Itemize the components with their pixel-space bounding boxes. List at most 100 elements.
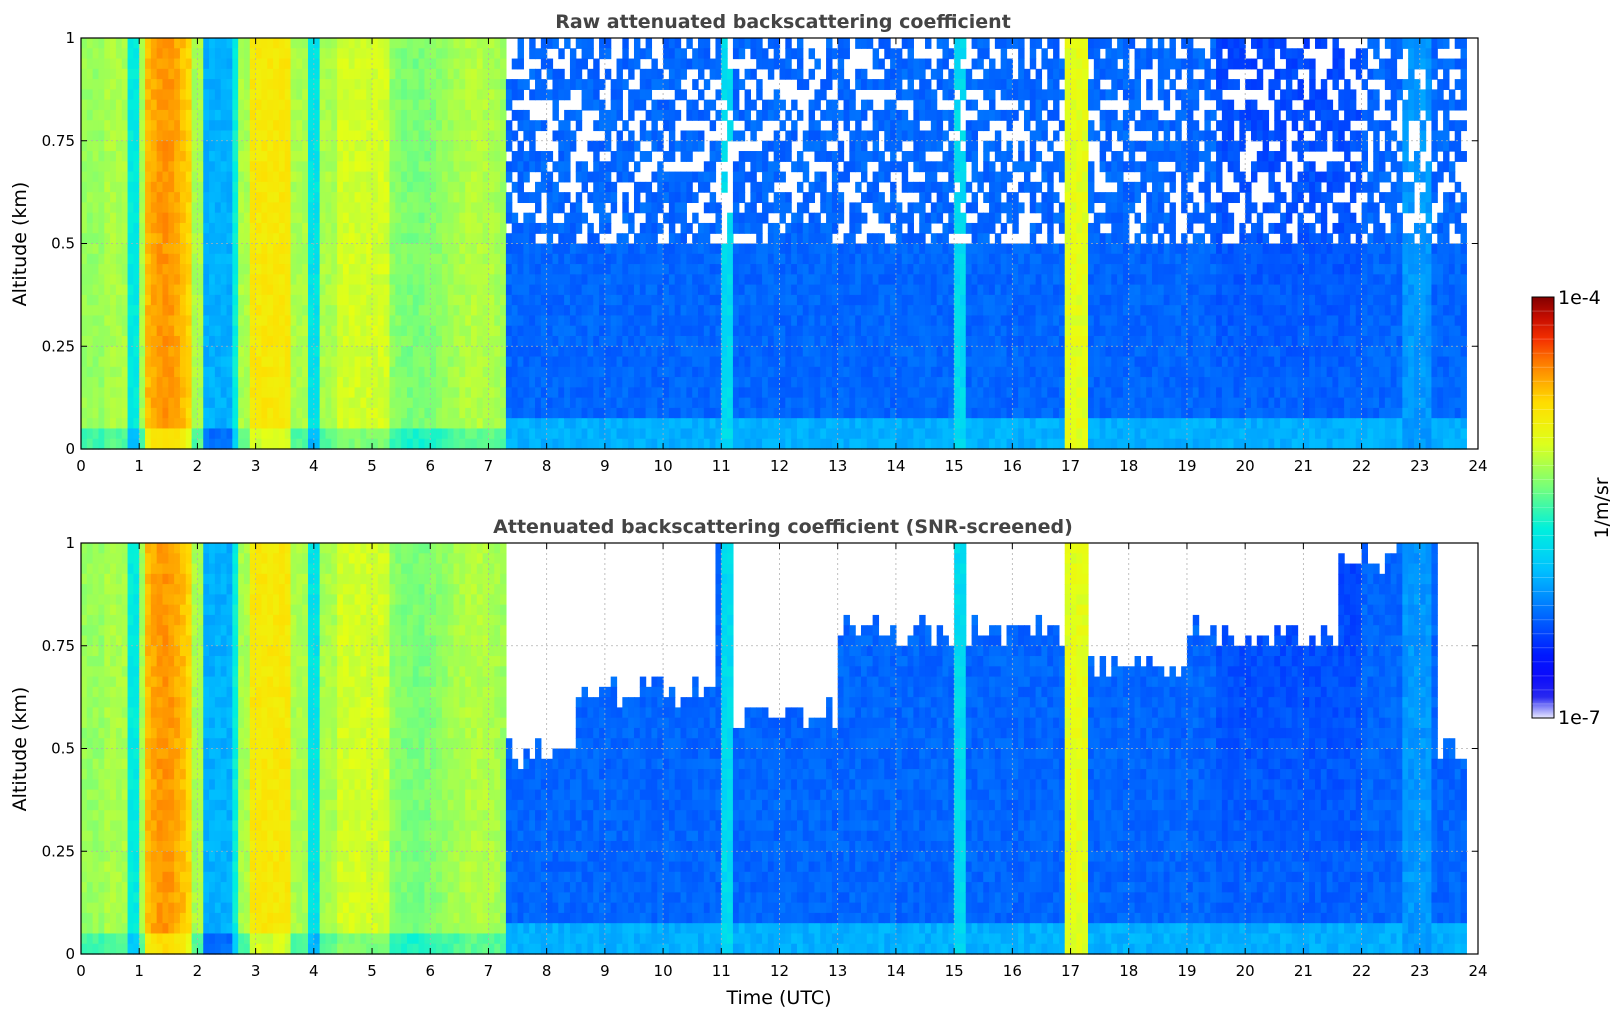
heatmap-cell [430, 366, 437, 378]
heatmap-cell [721, 109, 728, 121]
heatmap-cell [535, 161, 542, 173]
heatmap-cell [529, 130, 536, 142]
heatmap-cell [238, 407, 245, 419]
heatmap-cell [98, 192, 105, 204]
heatmap-cell [453, 253, 460, 265]
heatmap-cell [395, 294, 402, 306]
heatmap-cell [418, 387, 426, 399]
heatmap-cell [284, 366, 292, 378]
heatmap-cell [214, 284, 222, 296]
heatmap-cell [762, 377, 769, 388]
heatmap-cell [86, 79, 94, 90]
heatmap-cell [645, 68, 653, 80]
heatmap-cell [214, 58, 222, 70]
heatmap-cell [837, 346, 845, 358]
heatmap-cell [115, 438, 123, 450]
heatmap-cell [663, 192, 670, 204]
heatmap-cell [727, 130, 734, 142]
heatmap-cell [372, 109, 379, 121]
heatmap-cell [686, 222, 693, 234]
heatmap-cell [727, 264, 734, 275]
heatmap-cell [110, 68, 117, 80]
heatmap-cell [750, 397, 757, 409]
heatmap-cell [412, 161, 420, 173]
heatmap-cell [121, 428, 129, 440]
heatmap-cell [214, 99, 222, 111]
heatmap-cell [447, 212, 455, 224]
heatmap-cell [383, 202, 391, 214]
heatmap-cell [494, 397, 501, 409]
heatmap-cell [732, 418, 740, 430]
heatmap-cell [226, 346, 233, 358]
heatmap-cell [773, 346, 781, 358]
heatmap-cell [360, 356, 367, 368]
heatmap-cell [441, 284, 449, 296]
heatmap-cell [808, 284, 816, 296]
heatmap-cell [92, 387, 100, 399]
heatmap-cell [238, 315, 245, 327]
heatmap-cell [313, 346, 321, 358]
heatmap-cell [273, 294, 280, 306]
heatmap-cell [575, 68, 583, 80]
heatmap-cell [162, 120, 169, 132]
heatmap-cell [325, 202, 332, 214]
heatmap-cell [139, 120, 146, 132]
heatmap-cell [727, 407, 734, 419]
heatmap-cell [628, 212, 635, 224]
heatmap-cell [430, 264, 437, 275]
heatmap-cell [628, 151, 635, 162]
heatmap-cell [441, 233, 449, 245]
heatmap-cell [750, 438, 757, 450]
heatmap-cell [348, 48, 356, 60]
heatmap-cell [808, 181, 816, 193]
heatmap-cell [179, 151, 187, 162]
heatmap-cell [639, 407, 647, 419]
panel-raw: Raw attenuated backscattering coefficien… [9, 11, 1488, 475]
heatmap-cell [261, 89, 268, 101]
heatmap-cell [523, 325, 530, 337]
heatmap-cell [779, 233, 786, 245]
heatmap-cell [290, 387, 297, 399]
heatmap-cell [715, 305, 722, 317]
heatmap-cell [372, 212, 379, 224]
heatmap-cell [273, 377, 280, 388]
heatmap-cell [808, 335, 816, 347]
heatmap-cell [232, 418, 239, 430]
heatmap-cell [98, 428, 105, 440]
heatmap-cell [441, 294, 449, 306]
heatmap-cell [238, 181, 245, 193]
heatmap-cell [447, 151, 455, 162]
heatmap-cell [587, 366, 594, 378]
heatmap-cell [197, 294, 204, 306]
heatmap-cell [517, 305, 524, 317]
heatmap-cell [651, 325, 658, 337]
heatmap-cell [814, 89, 821, 101]
heatmap-cell [855, 428, 862, 440]
heatmap-cell [779, 438, 786, 450]
heatmap-cell [668, 130, 676, 142]
heatmap-cell [296, 397, 303, 409]
heatmap-cell [290, 212, 297, 224]
heatmap-cell [249, 397, 257, 409]
heatmap-cell [476, 325, 484, 337]
heatmap-cell [110, 89, 117, 101]
heatmap-cell [267, 243, 274, 255]
heatmap-cell [220, 181, 228, 193]
heatmap-cell [593, 151, 600, 162]
heatmap-cell [855, 264, 862, 275]
heatmap-cell [471, 366, 478, 378]
heatmap-cell [104, 377, 111, 388]
heatmap-cell [267, 264, 274, 275]
heatmap-cell [313, 335, 321, 347]
heatmap-cell [441, 438, 449, 450]
heatmap-cell [622, 202, 629, 214]
heatmap-cell [401, 109, 408, 121]
heatmap-cell [604, 171, 612, 183]
heatmap-cell [441, 58, 449, 70]
heatmap-cell [401, 79, 408, 90]
heatmap-cell [214, 48, 222, 60]
heatmap-cell [337, 79, 344, 90]
heatmap-cell [377, 438, 385, 450]
heatmap-cell [663, 438, 670, 450]
heatmap-cell [558, 233, 565, 245]
